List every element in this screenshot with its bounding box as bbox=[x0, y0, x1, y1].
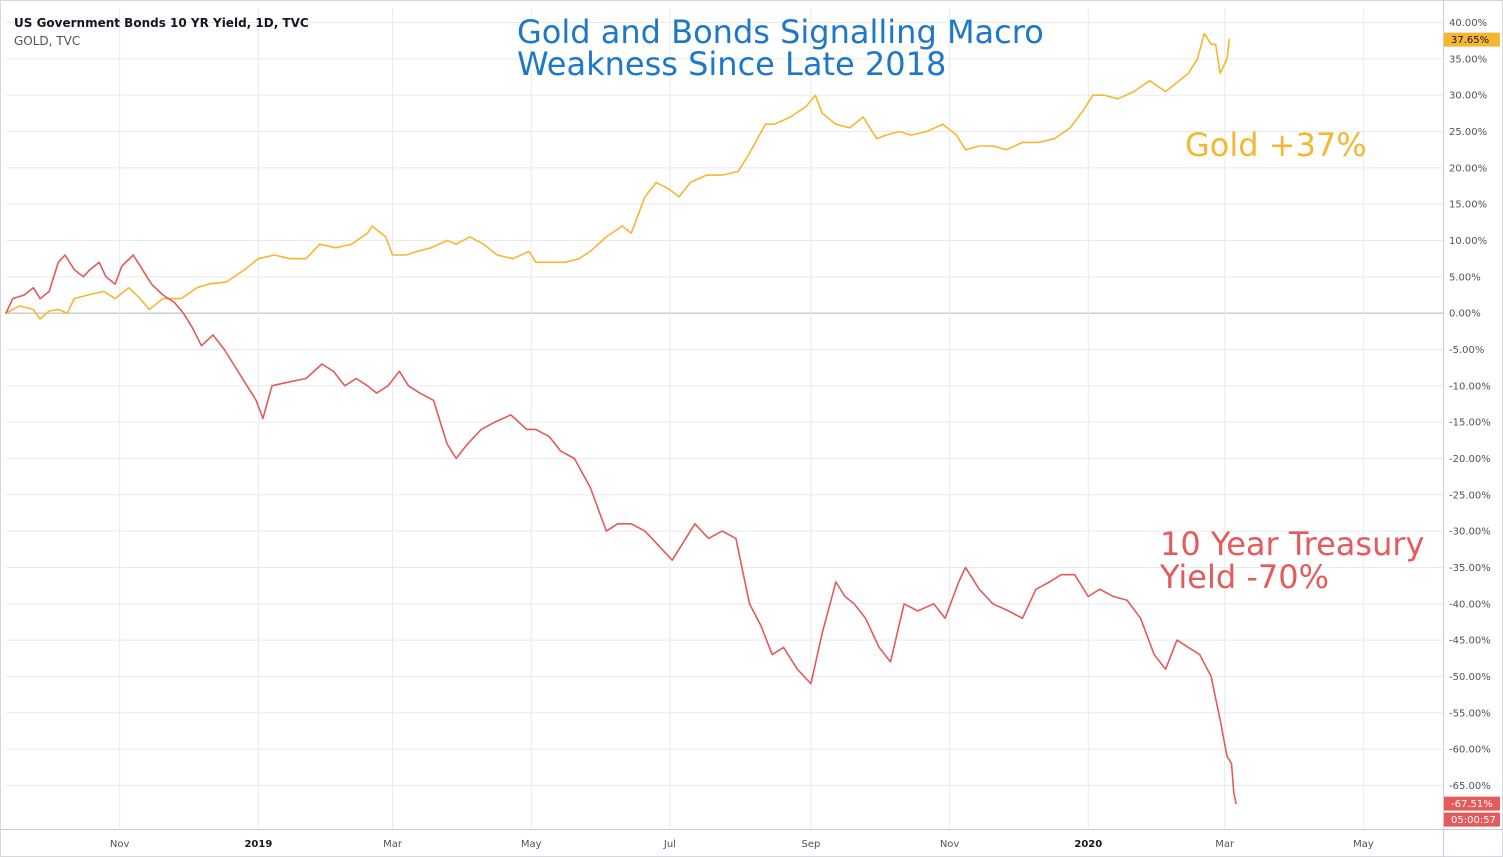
y-tick-label: 20.00% bbox=[1449, 163, 1487, 174]
y-tick-label: 5.00% bbox=[1449, 272, 1481, 283]
y-tick-label: -65.00% bbox=[1449, 781, 1491, 792]
y-tick-label: 35.00% bbox=[1449, 54, 1487, 65]
y-tick-label: 0.00% bbox=[1449, 309, 1481, 320]
y-tick-label: -55.00% bbox=[1449, 708, 1491, 719]
y-tick-label: 40.00% bbox=[1449, 18, 1487, 29]
x-tick-label: 2019 bbox=[244, 839, 272, 850]
badge-layer: 37.65% -67.51% 05:00:57 bbox=[1444, 32, 1500, 827]
y-tick-label: -35.00% bbox=[1449, 563, 1491, 574]
y-tick-label: -25.00% bbox=[1449, 490, 1491, 501]
legend-main-series: US Government Bonds 10 YR Yield, 1D, TVC bbox=[14, 16, 309, 30]
y-tick-label: -10.00% bbox=[1449, 381, 1491, 392]
chart-title-line1: Gold and Bonds Signalling Macro bbox=[517, 13, 1044, 51]
gold-series-line bbox=[5, 32, 1231, 320]
y-tick-label: -60.00% bbox=[1449, 745, 1491, 756]
y-tick-label: -15.00% bbox=[1449, 418, 1491, 429]
x-tick-label: Jul bbox=[663, 839, 676, 850]
bond-last-value-badge: -67.51% bbox=[1444, 796, 1500, 811]
x-tick-label: Nov bbox=[110, 839, 130, 850]
x-tick-label: 2020 bbox=[1074, 839, 1102, 850]
y-tick-label: -40.00% bbox=[1449, 599, 1491, 610]
y-tick-label: -5.00% bbox=[1449, 345, 1484, 356]
grid-layer bbox=[6, 8, 1443, 829]
series-layer bbox=[5, 32, 1237, 805]
y-tick-label: -45.00% bbox=[1449, 636, 1491, 647]
x-tick-label: Nov bbox=[940, 839, 960, 850]
y-tick-label: 30.00% bbox=[1449, 91, 1487, 102]
legend-gold-series: GOLD, TVC bbox=[14, 34, 81, 48]
x-tick-label: May bbox=[1353, 839, 1374, 850]
bond-annotation-line2: Yield -70% bbox=[1160, 558, 1330, 596]
gold-annotation: Gold +37% bbox=[1185, 126, 1367, 164]
y-tick-label: 15.00% bbox=[1449, 200, 1487, 211]
bar-countdown-badge-text: 05:00:57 bbox=[1451, 815, 1496, 826]
y-tick-label: 10.00% bbox=[1449, 236, 1487, 247]
x-tick-label: Sep bbox=[801, 839, 820, 850]
chart-title-line2: Weakness Since Late 2018 bbox=[517, 45, 947, 83]
x-tick-label: Mar bbox=[1215, 839, 1235, 850]
x-tick-label: Mar bbox=[383, 839, 403, 850]
bond-annotation-line1: 10 Year Treasury bbox=[1160, 525, 1425, 563]
bond-series-line bbox=[5, 254, 1237, 805]
x-tick-label: May bbox=[521, 839, 542, 850]
gold-last-value-badge-text: 37.65% bbox=[1451, 35, 1489, 46]
bar-countdown-badge: 05:00:57 bbox=[1444, 812, 1500, 827]
gold-last-value-badge: 37.65% bbox=[1444, 32, 1500, 47]
y-tick-label: -30.00% bbox=[1449, 527, 1491, 538]
y-tick-label: -20.00% bbox=[1449, 454, 1491, 465]
bond-annotation: 10 Year Treasury Yield -70% bbox=[1160, 528, 1424, 594]
chart-title: Gold and Bonds Signalling Macro Weakness… bbox=[517, 16, 1044, 80]
bond-last-value-badge-text: -67.51% bbox=[1451, 799, 1493, 810]
y-tick-label: -50.00% bbox=[1449, 672, 1491, 683]
y-tick-label: 25.00% bbox=[1449, 127, 1487, 138]
